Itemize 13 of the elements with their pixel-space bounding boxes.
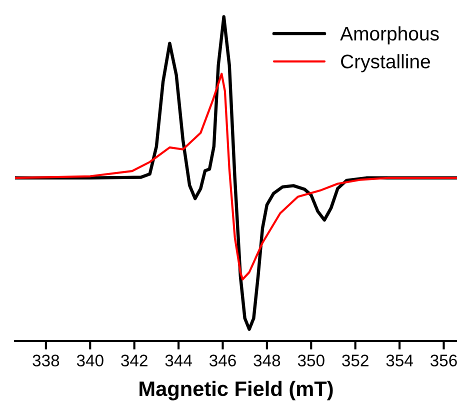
x-tick-label: 356: [430, 354, 457, 366]
x-tick-label: 344: [165, 354, 192, 366]
x-tick-label: 348: [254, 354, 280, 366]
x-tick-label: 350: [298, 354, 324, 366]
x-tick-label: 342: [121, 354, 148, 366]
x-tick-label: 352: [342, 354, 368, 366]
x-tick-label: 338: [32, 354, 60, 366]
x-tick-label: 354: [386, 354, 413, 366]
x-tick-label: 346: [209, 354, 236, 366]
x-tick-label: 340: [76, 354, 104, 366]
x-axis-title: Magnetic Field (mT): [140, 380, 333, 400]
legend-label: Amorphous: [340, 26, 439, 44]
legend-label: Crystalline: [341, 54, 430, 72]
